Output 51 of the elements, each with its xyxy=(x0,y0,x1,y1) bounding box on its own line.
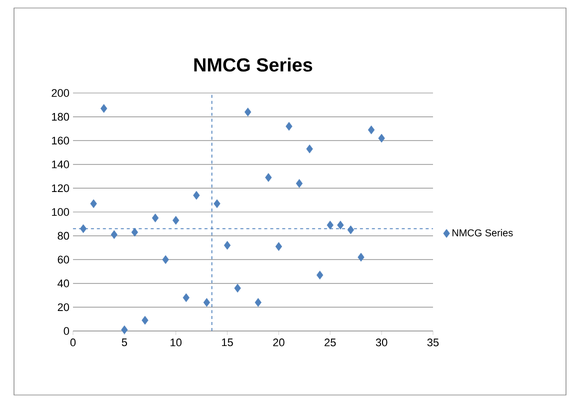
point xyxy=(254,298,262,307)
point xyxy=(90,199,97,208)
point xyxy=(193,190,200,200)
legend-label: NMCG Series xyxy=(452,229,513,236)
y-tick-label: 80 xyxy=(58,232,70,240)
point xyxy=(306,144,313,154)
x-tick-label: 10 xyxy=(170,338,182,346)
y-tick-label: 140 xyxy=(52,160,70,168)
point xyxy=(152,214,159,222)
x-tick-label: 20 xyxy=(273,338,284,346)
x-tick-label: 5 xyxy=(122,338,128,346)
x-tick-label: 0 xyxy=(70,338,76,346)
point xyxy=(244,108,252,116)
point xyxy=(224,240,231,250)
point xyxy=(214,199,220,208)
point xyxy=(286,122,292,131)
point xyxy=(368,125,375,134)
chart-title: NMCG Series xyxy=(194,58,312,72)
point xyxy=(347,225,354,234)
point xyxy=(110,230,118,240)
point xyxy=(182,293,190,302)
y-tick-label: 160 xyxy=(52,136,70,144)
point xyxy=(100,104,108,113)
y-tick-label: 0 xyxy=(64,327,70,335)
point xyxy=(142,316,148,325)
y-tick-label: 40 xyxy=(58,280,70,288)
point xyxy=(80,224,87,234)
point xyxy=(275,242,282,251)
point xyxy=(337,220,344,230)
point xyxy=(162,255,169,264)
point xyxy=(326,220,334,230)
point xyxy=(234,284,241,293)
point xyxy=(316,270,324,280)
point xyxy=(358,252,364,262)
x-tick-label: 15 xyxy=(222,338,233,346)
point xyxy=(296,179,303,188)
point xyxy=(131,228,138,237)
point xyxy=(172,216,180,225)
x-tick-label: 35 xyxy=(427,338,439,346)
y-tick-label: 100 xyxy=(52,208,70,216)
point xyxy=(203,298,210,307)
x-tick-label: 25 xyxy=(324,338,336,346)
y-tick-label: 120 xyxy=(52,184,70,192)
y-tick-label: 60 xyxy=(58,256,70,264)
y-tick-label: 20 xyxy=(58,303,70,312)
point xyxy=(378,134,385,143)
y-tick-label: 200 xyxy=(52,89,70,97)
point xyxy=(121,325,128,334)
x-tick-label: 30 xyxy=(376,338,388,346)
y-tick-label: 180 xyxy=(52,112,70,121)
point xyxy=(265,173,272,182)
